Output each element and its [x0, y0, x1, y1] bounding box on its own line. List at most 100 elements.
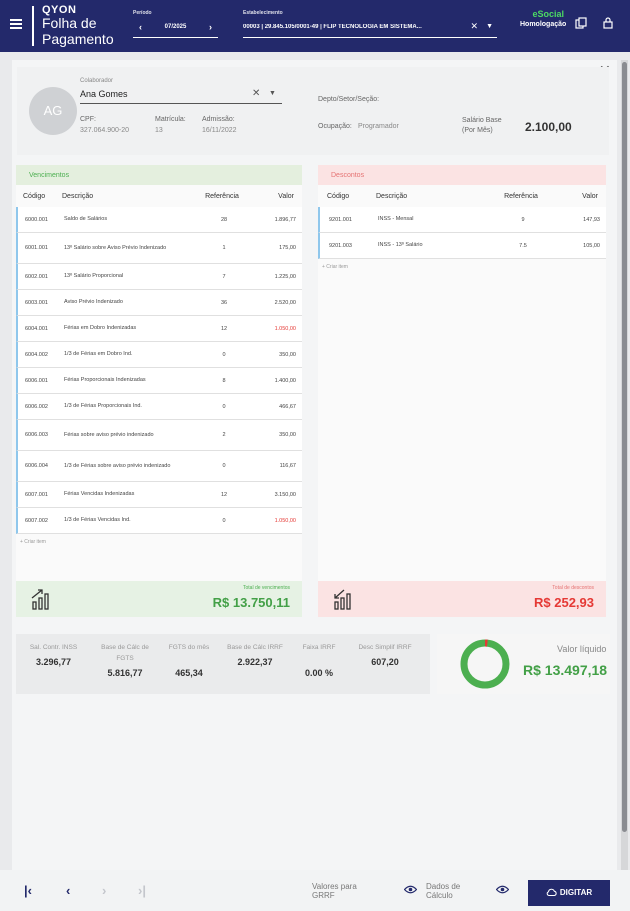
ambiente-label: Homologação: [520, 21, 567, 28]
row-codigo: 6006.003: [25, 432, 48, 438]
table-row[interactable]: 6006.004 1/3 de Férias sobre aviso prévio…: [16, 451, 302, 482]
cloud-icon: [546, 888, 557, 896]
first-page-icon[interactable]: |‹: [24, 883, 32, 898]
chart-down-icon: [334, 589, 351, 610]
scrollbar[interactable]: [621, 60, 628, 870]
row-referencia: 7.5: [519, 242, 527, 249]
table-row[interactable]: 6004.001 Férias em Dobro Indenizadas 12 1.0…: [16, 316, 302, 342]
row-valor: 116,67: [279, 463, 296, 469]
valores-grrf-label: Valores para GRRF: [312, 882, 357, 900]
prev-page-icon[interactable]: ‹: [66, 883, 71, 898]
chevron-down-icon[interactable]: ▼: [486, 23, 493, 30]
summary-label: Base de Cálc IRRF: [227, 644, 283, 651]
descontos-title: Descontos: [318, 165, 606, 185]
liquido-donut-chart: [460, 639, 510, 689]
row-valor: 1.050,00: [274, 325, 296, 332]
avatar: AG: [29, 87, 77, 135]
summary-value: 465,34: [175, 668, 203, 678]
table-row[interactable]: 6004.002 1/3 de Férias em Dobro Ind. 0 350,…: [16, 342, 302, 368]
row-descricao: 13º Salário Proporcional: [64, 273, 124, 279]
lock-icon[interactable]: [602, 17, 614, 29]
row-referencia: 12: [220, 491, 228, 498]
matricula-value: 13: [155, 127, 163, 134]
desc-simplif-irrf: Desc Simplif IRRF 607,20: [356, 642, 414, 667]
col-referencia: Referência: [504, 192, 538, 200]
row-valor: 350,00: [279, 432, 296, 438]
base-calc-irrf: Base de Cálc IRRF 2.922,37: [226, 642, 284, 667]
faixa-irrf: Faixa IRRF 0.00 %: [290, 642, 348, 678]
criar-item-desconto[interactable]: + Criar item: [322, 264, 348, 270]
salario-label: Salário Base (Por Mês): [462, 117, 502, 134]
criar-item-vencimento[interactable]: + Criar item: [20, 539, 46, 545]
row-descricao: INSS - Mensal: [378, 216, 414, 222]
digitar-button[interactable]: DIGITAR: [528, 880, 610, 906]
scrollbar-thumb[interactable]: [622, 62, 627, 832]
cpf-label: CPF:: [80, 116, 96, 123]
footer-bar: |‹ ‹ › ›| Valores para GRRF Dados de Cál…: [0, 870, 630, 911]
eye-icon[interactable]: [495, 885, 510, 897]
valor-liquido-card: Valor líquido R$ 13.497,18: [437, 634, 610, 694]
row-codigo: 9201.001: [329, 216, 352, 223]
row-codigo: 6006.002: [25, 403, 48, 410]
table-row[interactable]: 6000.001 Saldo de Salários 28 1.896,77: [16, 207, 302, 233]
menu-icon[interactable]: [10, 19, 22, 29]
table-row[interactable]: 9201.001 INSS - Mensal 9 147,93: [318, 207, 606, 233]
chart-up-icon: [31, 589, 49, 610]
row-codigo: 6006.001: [25, 377, 48, 384]
last-page-icon[interactable]: ›|: [138, 883, 146, 898]
summary-label: Faixa IRRF: [302, 644, 336, 651]
row-referencia: 12: [220, 325, 228, 332]
donut-liquido-ring: [460, 639, 510, 689]
estab-label: Estabelecimento: [243, 10, 283, 16]
colaborador-select[interactable]: Ana Gomes ✕ ▼: [80, 88, 282, 104]
next-page-icon[interactable]: ›: [102, 883, 107, 898]
table-row[interactable]: 6003.001 Aviso Prévio Indenizado 36 2.520,0…: [16, 290, 302, 316]
vencimentos-header: Código Descrição Referência Valor: [16, 185, 302, 207]
prev-period-icon[interactable]: ‹: [139, 21, 142, 32]
row-descricao: Aviso Prévio Indenizado: [64, 299, 123, 305]
table-row[interactable]: 6007.002 1/3 de Férias Vencidas Ind. 0 1.05…: [16, 508, 302, 534]
eye-icon[interactable]: [403, 885, 418, 897]
summary-value: 0.00 %: [304, 668, 334, 678]
chevron-down-icon[interactable]: ▼: [269, 90, 276, 97]
table-row[interactable]: 6002.001 13º Salário Proporcional 7 1.225,0…: [16, 264, 302, 290]
row-descricao: 1/3 de Férias Proporcionais Ind.: [64, 403, 142, 409]
row-descricao: 1/3 de Férias em Dobro Ind.: [64, 351, 133, 357]
summary-label: FGTS do mês: [168, 644, 210, 651]
copy-icon[interactable]: [575, 17, 587, 29]
col-descricao: Descrição: [376, 192, 408, 200]
esocial-status[interactable]: eSocial Homologação: [520, 9, 567, 28]
descontos-table: Descontos Código Descrição Referência Va…: [318, 165, 606, 595]
summary-value: 607,20: [371, 657, 399, 667]
colaborador-label: Colaborador: [80, 78, 114, 84]
table-row[interactable]: 6006.003 Férias sobre aviso prévio indeni…: [16, 420, 302, 451]
logo-divider: [32, 6, 34, 46]
row-codigo: 6004.001: [25, 325, 48, 332]
row-referencia: 0: [222, 403, 226, 410]
row-referencia: 0: [222, 517, 226, 524]
table-row[interactable]: 9201.003 INSS - 13º Salário 7.5 105,00: [318, 233, 606, 259]
row-valor: 1.050,00: [274, 517, 296, 524]
total-descontos-value: R$ 252,93: [534, 595, 594, 610]
row-codigo: 6001.001: [25, 245, 48, 251]
total-descontos-label: Total de descontos: [552, 585, 594, 591]
table-row[interactable]: 6001.001 13º Salário sobre Aviso Prévio I…: [16, 233, 302, 264]
row-descricao: 1/3 de Férias Vencidas Ind.: [64, 517, 131, 523]
ocupacao-label: Ocupação:: [318, 123, 352, 130]
clear-icon[interactable]: ✕: [470, 21, 479, 31]
table-row[interactable]: 6006.002 1/3 de Férias Proporcionais Ind.…: [16, 394, 302, 420]
col-referencia: Referência: [205, 192, 239, 200]
periodo-selector: Período ‹ 07/2025 ›: [133, 10, 218, 40]
admissao-value: 16/11/2022: [202, 127, 237, 134]
descontos-rows: 9201.001 INSS - Mensal 9 147,93 9201.003 INSS…: [318, 207, 606, 259]
periodo-label: Período: [133, 10, 152, 16]
periodo-value[interactable]: 07/2025: [164, 23, 187, 30]
fgts-do-mes: FGTS do mês 465,34: [160, 642, 218, 678]
clear-colaborador-icon[interactable]: ✕: [252, 88, 261, 99]
table-row[interactable]: 6007.001 Férias Vencidas Indenizadas 12 3.1…: [16, 482, 302, 508]
estab-value[interactable]: 00003 | 29.845.105/0001-49 | FLIP TECNOL…: [243, 23, 422, 30]
row-valor: 1.400,00: [274, 377, 296, 384]
next-period-icon[interactable]: ›: [208, 21, 212, 32]
table-row[interactable]: 6006.001 Férias Proporcionais Indenizadas…: [16, 368, 302, 394]
matricula-label: Matrícula:: [155, 116, 186, 123]
